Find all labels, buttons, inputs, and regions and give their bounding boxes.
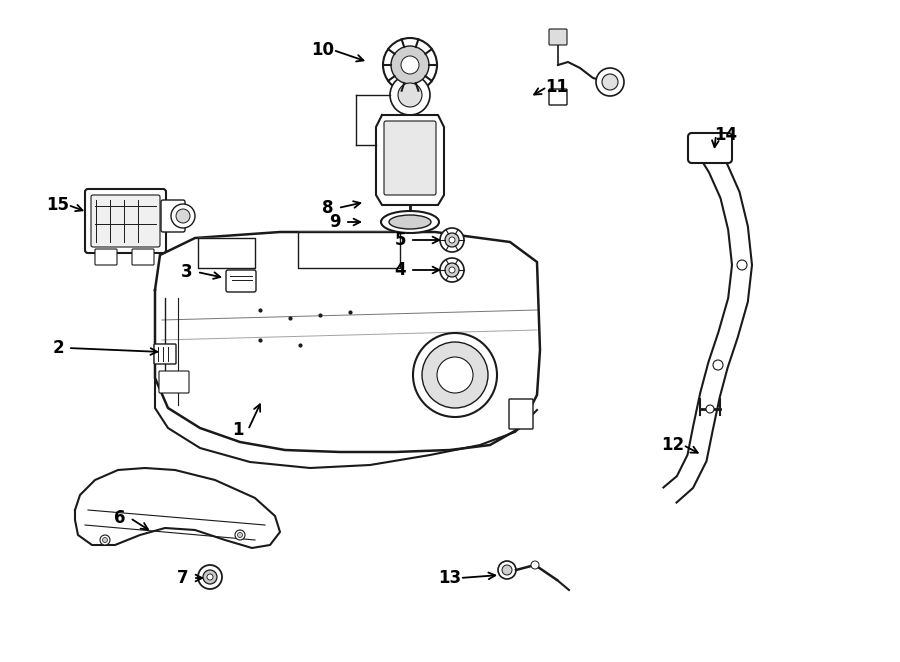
Text: 15: 15 <box>47 196 69 214</box>
Circle shape <box>171 204 195 228</box>
Text: 8: 8 <box>322 199 334 217</box>
Circle shape <box>207 574 213 580</box>
Circle shape <box>449 267 455 273</box>
Circle shape <box>445 233 459 247</box>
FancyBboxPatch shape <box>226 270 256 292</box>
Circle shape <box>103 538 107 542</box>
Text: 6: 6 <box>114 509 126 527</box>
Circle shape <box>235 530 245 540</box>
Text: 1: 1 <box>232 421 244 439</box>
FancyBboxPatch shape <box>95 249 117 265</box>
Ellipse shape <box>389 215 431 229</box>
Ellipse shape <box>381 211 439 233</box>
Circle shape <box>198 565 222 589</box>
Circle shape <box>176 209 190 223</box>
Polygon shape <box>376 115 444 205</box>
Text: 3: 3 <box>181 263 193 281</box>
FancyBboxPatch shape <box>688 133 732 163</box>
Text: 13: 13 <box>438 569 462 587</box>
Text: 11: 11 <box>545 78 569 96</box>
Circle shape <box>737 260 747 270</box>
Circle shape <box>706 405 714 413</box>
Text: 2: 2 <box>52 339 64 357</box>
FancyBboxPatch shape <box>159 371 189 393</box>
Text: 9: 9 <box>329 213 341 231</box>
FancyBboxPatch shape <box>549 89 567 105</box>
Circle shape <box>100 535 110 545</box>
Text: 14: 14 <box>715 126 738 144</box>
Circle shape <box>390 75 430 115</box>
Circle shape <box>398 83 422 107</box>
Text: 5: 5 <box>394 231 406 249</box>
FancyBboxPatch shape <box>161 200 185 232</box>
FancyBboxPatch shape <box>91 195 160 247</box>
FancyBboxPatch shape <box>509 399 533 429</box>
Circle shape <box>391 46 429 84</box>
Polygon shape <box>663 150 752 502</box>
Circle shape <box>437 357 473 393</box>
Text: 12: 12 <box>662 436 685 454</box>
Polygon shape <box>155 232 540 452</box>
Circle shape <box>440 228 464 252</box>
Circle shape <box>449 237 455 243</box>
Circle shape <box>413 333 497 417</box>
Polygon shape <box>198 238 255 268</box>
FancyBboxPatch shape <box>154 344 176 364</box>
Polygon shape <box>298 232 400 268</box>
Circle shape <box>238 532 242 538</box>
Text: 7: 7 <box>177 569 189 587</box>
Polygon shape <box>75 468 280 548</box>
Circle shape <box>502 565 512 575</box>
Circle shape <box>713 360 723 370</box>
Circle shape <box>401 56 419 74</box>
Text: 4: 4 <box>394 261 406 279</box>
Circle shape <box>498 561 516 579</box>
Circle shape <box>440 258 464 282</box>
FancyBboxPatch shape <box>549 29 567 45</box>
Circle shape <box>596 68 624 96</box>
FancyBboxPatch shape <box>384 121 436 195</box>
Circle shape <box>203 570 217 584</box>
FancyBboxPatch shape <box>132 249 154 265</box>
Circle shape <box>445 263 459 277</box>
Circle shape <box>602 74 618 90</box>
Circle shape <box>422 342 488 408</box>
FancyBboxPatch shape <box>85 189 166 253</box>
Circle shape <box>383 38 437 92</box>
Circle shape <box>531 561 539 569</box>
Text: 10: 10 <box>311 41 335 59</box>
